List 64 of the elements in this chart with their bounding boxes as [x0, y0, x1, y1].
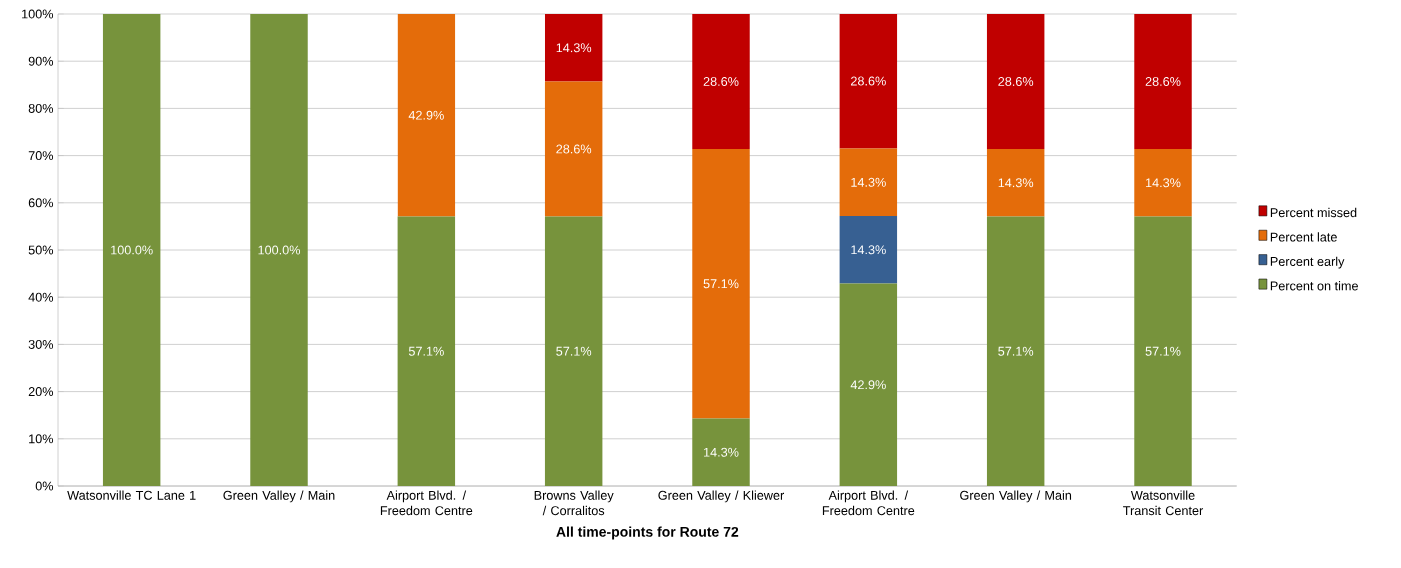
bar — [250, 13, 308, 486]
bar — [839, 148, 898, 217]
bar — [1134, 148, 1192, 217]
data-label: 14.3% — [556, 43, 592, 53]
legend-label: Percent missed — [1270, 207, 1357, 218]
data-label: 28.6% — [851, 76, 886, 86]
data-label: 42.9% — [408, 110, 444, 120]
data-label: 42.9% — [850, 380, 886, 390]
data-label: 28.6% — [1145, 77, 1181, 86]
y-tick-label: 60% — [28, 198, 54, 208]
bar — [839, 216, 898, 284]
data-label: 100.0% — [258, 245, 301, 255]
x-axis-title: All time-points for Route 72 — [556, 526, 739, 540]
bar — [839, 283, 898, 486]
data-label: 100.0% — [111, 245, 153, 255]
bar — [1134, 216, 1192, 486]
data-label: 28.6% — [556, 144, 592, 154]
data-label: 28.6% — [703, 77, 739, 86]
y-tick-label: 70% — [28, 151, 54, 161]
x-tick-label: Airport Blvd. / Freedom Centre — [822, 490, 915, 516]
x-tick-label: Green Valley / Main — [223, 490, 335, 503]
bar — [839, 13, 898, 149]
bar — [397, 216, 456, 486]
data-label: 14.3% — [851, 177, 886, 187]
bar — [692, 148, 750, 419]
data-label: 14.3% — [998, 178, 1034, 188]
y-tick-label: 10% — [29, 434, 54, 444]
legend-label: Percent early — [1270, 256, 1345, 269]
data-label: 57.1% — [556, 346, 592, 356]
x-tick-label: Watsonville TC Lane 1 — [67, 490, 196, 500]
x-tick-label: Green Valley / Kliewer — [658, 490, 785, 503]
bar — [544, 81, 603, 217]
y-tick-label: 90% — [28, 56, 54, 66]
bar — [544, 216, 603, 486]
data-label: 57.1% — [408, 346, 444, 356]
data-label: 57.1% — [1145, 346, 1181, 356]
bar — [986, 148, 1045, 217]
y-tick-label: 30% — [28, 339, 54, 349]
bar — [102, 13, 161, 486]
bar — [986, 13, 1045, 149]
bar — [397, 13, 456, 217]
x-tick-label: Browns Valley / Corralitos — [534, 490, 614, 516]
legend-label: Percent late — [1270, 232, 1337, 242]
x-tick-label: Green Valley / Main — [960, 490, 1072, 503]
bar — [544, 13, 603, 82]
y-tick-label: 0% — [35, 481, 54, 491]
data-label: 57.1% — [703, 279, 739, 289]
y-tick-label: 50% — [28, 245, 54, 255]
data-label: 57.1% — [998, 346, 1034, 356]
y-tick-label: 20% — [28, 387, 54, 397]
bar — [692, 13, 750, 149]
x-tick-label: Watsonville Transit Center — [1123, 490, 1204, 516]
x-tick-label: Airport Blvd. / Freedom Centre — [380, 490, 473, 516]
data-label: 14.3% — [851, 245, 886, 255]
bar — [986, 216, 1045, 486]
y-tick-label: 80% — [28, 103, 54, 113]
data-label: 28.6% — [998, 77, 1034, 86]
data-label: 14.3% — [704, 447, 739, 457]
data-label: 14.3% — [1146, 178, 1181, 188]
y-tick-label: 100% — [22, 9, 54, 19]
bar — [1134, 13, 1192, 149]
bar — [692, 418, 750, 486]
y-tick-label: 40% — [28, 292, 54, 302]
legend-label: Percent on time — [1270, 281, 1358, 291]
